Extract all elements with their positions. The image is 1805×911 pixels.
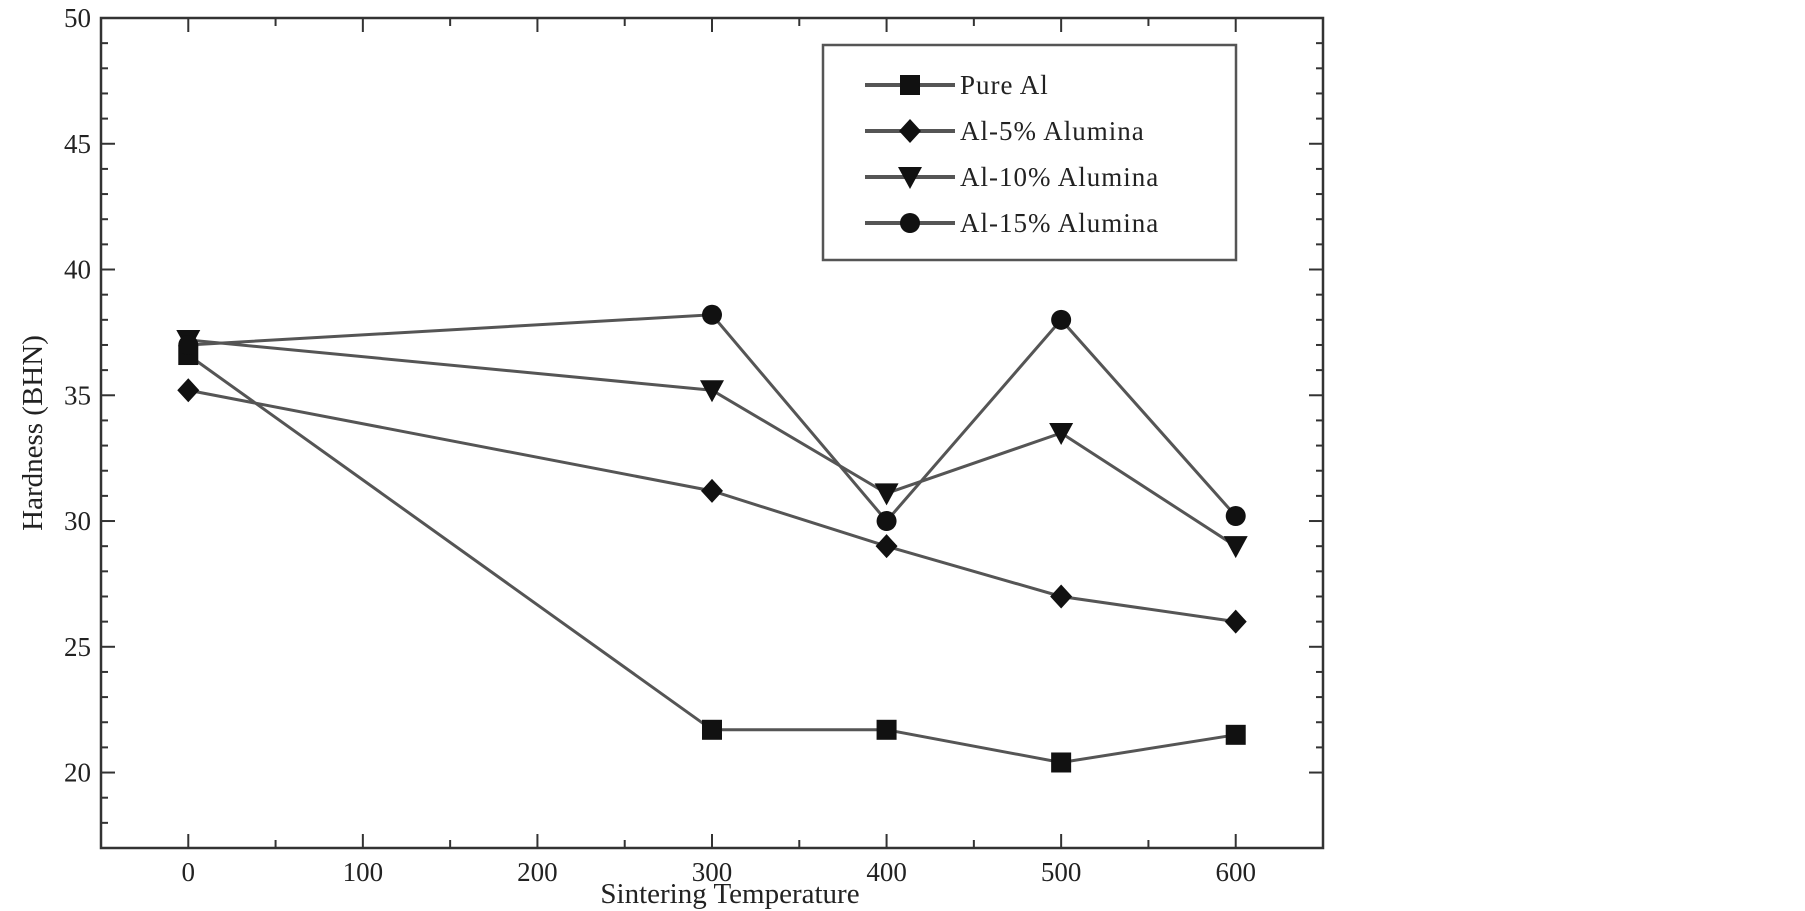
legend-marker: [900, 213, 920, 233]
y-tick-label: 50: [64, 3, 91, 33]
data-point: [1225, 506, 1246, 526]
series-pure-al: [178, 345, 1246, 773]
series-layer: [176, 304, 1248, 773]
data-point: [1223, 536, 1248, 559]
legend-item: Al-10% Alumina: [865, 162, 1159, 192]
legend-marker: [898, 167, 922, 189]
legend-marker: [900, 75, 920, 95]
legend-item: Al-15% Alumina: [865, 208, 1159, 238]
data-point: [1051, 309, 1072, 330]
legend: Pure Al Al-5% Alumina Al-10% Alumina Al-15%…: [821, 43, 1238, 262]
series-line: [188, 338, 1237, 548]
data-point: [875, 534, 898, 559]
legend-label: Al-15% Alumina: [960, 208, 1159, 238]
series-line: [188, 388, 1236, 624]
data-point: [700, 380, 724, 403]
y-axis-title: Hardness (BHN): [17, 335, 49, 531]
data-point: [178, 334, 199, 355]
data-point: [177, 378, 200, 403]
legend-label: Pure Al: [960, 70, 1049, 100]
y-tick-label: 45: [64, 129, 91, 159]
x-tick-label: 400: [866, 857, 907, 887]
legend-label: Al-5% Alumina: [960, 116, 1145, 146]
data-point: [1051, 752, 1072, 773]
x-tick-label: 300: [692, 857, 733, 887]
data-point: [702, 304, 722, 325]
y-tick-label: 30: [64, 506, 91, 536]
axes: 0 100 200 300 400 500 600 20 25 30 35 40 45 50: [64, 3, 1325, 887]
legend-marker: [899, 119, 921, 143]
x-tick-label: 100: [343, 857, 384, 887]
x-axis-title: Sintering Temperature: [600, 878, 859, 910]
x-tick-label: 600: [1215, 857, 1256, 887]
legend-item: Al-5% Alumina: [865, 116, 1145, 146]
y-tick-label: 35: [64, 380, 91, 410]
x-tick-label: 200: [517, 857, 558, 887]
data-point: [874, 483, 899, 506]
data-point: [1225, 724, 1246, 745]
data-point: [1224, 609, 1247, 634]
legend-item: Pure Al: [865, 70, 1049, 100]
data-point: [702, 719, 722, 740]
series-al-10-alumina: [176, 329, 1248, 559]
data-point: [876, 719, 897, 740]
data-point: [1050, 584, 1073, 609]
data-point: [876, 511, 897, 532]
series-al-5-alumina: [177, 378, 1247, 634]
data-point: [1049, 423, 1074, 445]
y-tick-label: 20: [64, 758, 91, 788]
data-point: [701, 478, 723, 503]
series-al-15-alumina: [178, 304, 1246, 532]
x-tick-label: 500: [1041, 857, 1082, 887]
y-tick-label: 40: [64, 255, 91, 285]
y-tick-label: 25: [64, 632, 91, 662]
legend-label: Al-10% Alumina: [960, 162, 1159, 192]
x-tick-label: 0: [182, 857, 196, 887]
series-line: [187, 353, 1236, 765]
